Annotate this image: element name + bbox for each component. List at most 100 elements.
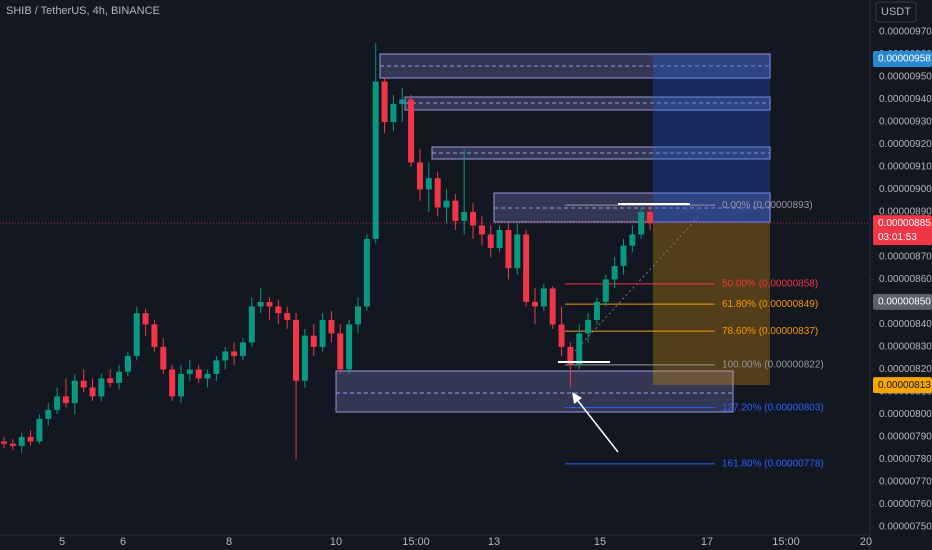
candle-body	[284, 313, 291, 320]
candle-body	[204, 373, 211, 379]
price-label: 0.00000850	[878, 297, 931, 308]
fib-label: 127.20% (0.00000803)	[722, 402, 824, 413]
candle-body	[452, 200, 459, 221]
price-label-box	[873, 293, 932, 310]
y-tick-label: 0.00000940	[879, 94, 932, 105]
candle-body	[620, 245, 627, 266]
y-tick-label: 0.00000830	[879, 342, 932, 353]
candle-body	[89, 387, 96, 397]
fib-label: 78.60% (0.00000837)	[722, 326, 818, 337]
y-tick-label: 0.00000860	[879, 274, 932, 285]
trend-line	[564, 214, 701, 363]
candle-body	[18, 436, 25, 446]
candle-body	[337, 333, 344, 370]
y-tick-label: 0.00000790	[879, 432, 932, 443]
candle-body	[98, 378, 105, 397]
price-axis: 0.00000750 0.00000760 0.00000770 0.00000780…	[870, 27, 932, 533]
candle-body	[142, 313, 149, 325]
x-tick-label: 13	[488, 536, 500, 548]
candle-body	[222, 351, 229, 361]
candle-body	[399, 99, 406, 104]
unit-button[interactable]	[875, 1, 917, 23]
candle-body	[124, 355, 131, 372]
price-labels: 0.00000958 0.00000885 03:01:53 0.00000850 0.…	[0, 50, 932, 394]
x-tick-label: 6	[120, 536, 126, 548]
price-label: 0.00000958	[878, 54, 931, 65]
candle-body	[585, 319, 592, 334]
candle-body	[523, 234, 530, 302]
candle-body	[372, 81, 379, 239]
price-label-box	[873, 377, 932, 394]
candle-body	[629, 234, 636, 246]
candle-body	[505, 229, 512, 269]
candle-body	[275, 306, 282, 314]
candle-body	[266, 301, 273, 307]
fib-label: 100.00% (0.00000822)	[722, 360, 824, 371]
candle-body	[293, 319, 300, 381]
chart-title: SHIB / TetherUS, 4h, BINANCE	[6, 5, 160, 17]
candle-body	[363, 238, 370, 307]
x-tick-label: 17	[701, 536, 713, 548]
candle-body	[532, 301, 538, 307]
y-tick-label: 0.00000890	[879, 207, 932, 218]
candle-body	[62, 396, 69, 404]
y-tick-label: 0.00000750	[879, 522, 932, 533]
price-label: 0.00000813	[878, 380, 931, 391]
candle-body	[647, 211, 654, 224]
candle-body	[178, 373, 184, 397]
y-tick-label: 0.00000910	[879, 162, 932, 173]
candle-body	[487, 234, 494, 248]
y-tick-label: 0.00000770	[879, 477, 932, 488]
arrow-head	[572, 392, 582, 404]
fib-label: 0.00% (0.00000893)	[722, 200, 813, 211]
candle-body	[195, 369, 202, 379]
candle-body	[425, 178, 432, 190]
candle-body	[576, 333, 583, 365]
arrow	[574, 396, 619, 453]
candle-body	[80, 380, 87, 388]
candle-body	[470, 211, 477, 226]
candle-body	[45, 409, 52, 419]
unit-button-label[interactable]: USDT	[881, 6, 911, 18]
candle-body	[231, 351, 238, 356]
candle-body	[1, 441, 7, 444]
candle-body	[248, 306, 255, 343]
candle-body	[408, 99, 415, 163]
y-tick-label: 0.00000780	[879, 454, 932, 465]
fib: 0.00% (0.00000893) 50.00% (0.00000858) 61.…	[565, 200, 824, 470]
x-tick-label: 20	[860, 536, 872, 548]
candle-body	[71, 380, 78, 404]
x-tick-label: 10	[330, 536, 342, 548]
candle-body	[160, 346, 167, 370]
candle-body	[169, 369, 176, 397]
candle-body	[540, 288, 547, 307]
candle-body	[319, 319, 326, 347]
y-tick-label: 0.00000840	[879, 319, 932, 330]
price-label-box	[873, 50, 932, 67]
y-tick-label: 0.00000820	[879, 364, 932, 375]
candle-body	[9, 443, 16, 446]
fib-label: 161.80% (0.00000778)	[722, 459, 824, 470]
candle-body	[346, 324, 353, 370]
candle-body	[514, 234, 521, 269]
candle-body	[257, 301, 264, 307]
fib-label: 61.80% (0.00000849)	[722, 299, 818, 310]
candle-body	[186, 369, 193, 374]
price-label: 0.00000885	[878, 218, 931, 229]
candle-body	[54, 396, 61, 410]
x-tick-label: 15:00	[402, 536, 430, 548]
candle-body	[36, 418, 43, 442]
candle-body	[549, 288, 556, 325]
candle-body	[133, 313, 140, 356]
y-tick-label: 0.00000950	[879, 72, 932, 83]
candle-body	[602, 279, 609, 302]
candle-body	[461, 211, 468, 221]
candle-body	[355, 306, 361, 325]
zones	[335, 53, 771, 413]
candle-body	[567, 346, 574, 365]
y-tick-label: 0.00000930	[879, 117, 932, 128]
y-tick-label: 0.00000870	[879, 252, 932, 263]
